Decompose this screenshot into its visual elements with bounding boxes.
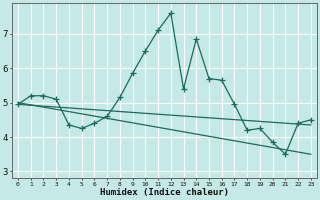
- X-axis label: Humidex (Indice chaleur): Humidex (Indice chaleur): [100, 188, 229, 197]
